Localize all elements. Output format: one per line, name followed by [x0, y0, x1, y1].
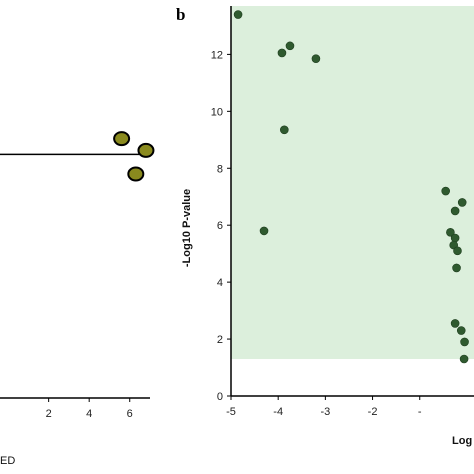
panel-b-y-axis-label: -Log10 P-value	[181, 189, 193, 267]
panel-b-y-tick-label: 0	[217, 391, 223, 403]
panel-b-data-point	[277, 48, 287, 58]
panel-a-x-tick-label: 6	[127, 408, 133, 420]
panel-b-data-point	[459, 354, 469, 364]
panel-b-data-point	[450, 206, 460, 216]
panel-b-data-point	[452, 263, 461, 273]
panel-a-data-point	[127, 166, 145, 182]
panel-b-x-ticks: -5 -4 -3 -2 -	[226, 396, 422, 418]
panel-a-x-tick-label: 4	[86, 408, 92, 420]
panel-b-y-tick-label: 6	[217, 220, 223, 232]
panel-b-data-point	[450, 319, 460, 328]
panel-b-label: b	[176, 5, 185, 24]
panel-a-data-point	[113, 131, 131, 147]
panel-b-y-tick-label: 12	[211, 49, 223, 61]
panel-a-data-point	[137, 142, 155, 158]
panel-b-data-point	[259, 226, 269, 236]
panel-b-data-point	[446, 228, 455, 237]
panel-b-chart: b 0 2 4 6 8 10 12 -5 -4 -3 -2 - -Log10 P-value Log	[176, 5, 474, 447]
panel-b-y-tick-label: 4	[217, 277, 223, 289]
panel-b-data-point	[311, 54, 321, 63]
panel-b-data-point	[456, 326, 466, 335]
panel-b-x-tick-label: -	[418, 406, 422, 418]
panel-a-x-tick-label: 2	[46, 408, 52, 420]
panel-a-x-ticks: 2 4 6	[46, 398, 133, 420]
panel-b-data-point	[450, 233, 460, 243]
panel-b-data-point	[233, 10, 243, 19]
panel-b-x-axis-label: Log	[452, 435, 472, 447]
panel-b-y-ticks: 0 2 4 6 8 10 12	[211, 49, 231, 403]
panel-b-data-point	[285, 41, 295, 51]
panel-a-x-axis-label: ED	[0, 455, 15, 467]
panel-b-y-tick-label: 10	[211, 106, 223, 118]
panel-b-x-tick-label: -4	[273, 406, 283, 418]
panel-b-y-tick-label: 2	[217, 334, 223, 346]
panel-b-data-point	[280, 125, 289, 135]
significance-region	[231, 6, 474, 359]
panel-b-y-tick-label: 8	[217, 163, 223, 175]
panel-b-data-point	[453, 246, 462, 256]
panel-b-x-tick-label: -3	[320, 406, 330, 418]
panel-b-x-tick-label: -2	[368, 406, 378, 418]
panel-b-points	[233, 10, 469, 364]
panel-b-x-tick-label: -5	[226, 406, 236, 418]
panel-b-data-point	[441, 186, 450, 196]
panel-b-data-point	[460, 337, 469, 347]
panel-b-data-point	[457, 198, 467, 207]
panel-a-chart: 2 4 6 ED	[0, 131, 155, 467]
panel-a-points	[113, 131, 155, 182]
